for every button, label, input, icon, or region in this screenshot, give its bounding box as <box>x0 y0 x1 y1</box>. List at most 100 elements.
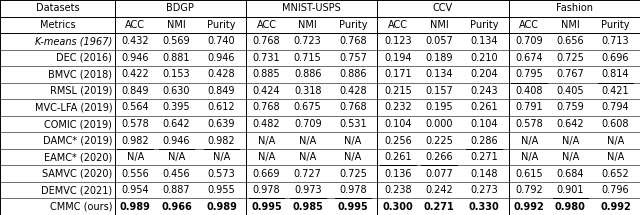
Text: 0.886: 0.886 <box>294 69 321 79</box>
Text: CMMC (ours): CMMC (ours) <box>50 202 113 212</box>
Text: 0.757: 0.757 <box>339 53 367 63</box>
Text: N/A: N/A <box>258 136 275 146</box>
Text: NMI: NMI <box>167 20 186 30</box>
Text: N/A: N/A <box>607 136 624 146</box>
Text: 0.989: 0.989 <box>120 202 150 212</box>
Text: 0.171: 0.171 <box>384 69 412 79</box>
Text: N/A: N/A <box>127 152 144 162</box>
Text: 0.000: 0.000 <box>426 119 453 129</box>
Text: N/A: N/A <box>607 152 624 162</box>
Text: 0.946: 0.946 <box>208 53 236 63</box>
Text: 0.578: 0.578 <box>515 119 543 129</box>
Text: 0.727: 0.727 <box>294 169 322 179</box>
Text: 0.881: 0.881 <box>163 53 190 63</box>
Text: 0.232: 0.232 <box>384 103 412 112</box>
Text: 0.194: 0.194 <box>384 53 412 63</box>
Text: 0.759: 0.759 <box>557 103 584 112</box>
Text: 0.946: 0.946 <box>163 136 190 146</box>
Text: 0.189: 0.189 <box>426 53 453 63</box>
Text: 0.261: 0.261 <box>384 152 412 162</box>
Text: Purity: Purity <box>601 20 630 30</box>
Text: COMIC (2019): COMIC (2019) <box>44 119 113 129</box>
Text: 0.669: 0.669 <box>253 169 280 179</box>
Text: SAMVC (2020): SAMVC (2020) <box>42 169 113 179</box>
Text: ACC: ACC <box>125 20 145 30</box>
Text: 0.642: 0.642 <box>557 119 584 129</box>
Text: 0.768: 0.768 <box>339 103 367 112</box>
Text: Purity: Purity <box>470 20 499 30</box>
Text: 0.696: 0.696 <box>602 53 629 63</box>
Text: 0.684: 0.684 <box>557 169 584 179</box>
Text: 0.210: 0.210 <box>470 53 498 63</box>
Text: 0.995: 0.995 <box>337 202 368 212</box>
Text: 0.123: 0.123 <box>384 36 412 46</box>
Text: 0.656: 0.656 <box>557 36 584 46</box>
Text: 0.966: 0.966 <box>161 202 192 212</box>
Text: 0.978: 0.978 <box>339 185 367 195</box>
Text: 0.134: 0.134 <box>470 36 498 46</box>
Text: 0.639: 0.639 <box>208 119 236 129</box>
Text: 0.077: 0.077 <box>425 169 453 179</box>
Text: 0.564: 0.564 <box>122 103 149 112</box>
Text: 0.985: 0.985 <box>292 202 323 212</box>
Text: 0.271: 0.271 <box>424 202 454 212</box>
Text: 0.153: 0.153 <box>163 69 190 79</box>
Text: 0.768: 0.768 <box>253 36 280 46</box>
Text: RMSL (2019): RMSL (2019) <box>50 86 113 96</box>
Text: NMI: NMI <box>429 20 449 30</box>
Text: 0.330: 0.330 <box>468 202 500 212</box>
Text: 0.768: 0.768 <box>253 103 280 112</box>
Text: 0.989: 0.989 <box>206 202 237 212</box>
Text: 0.615: 0.615 <box>515 169 543 179</box>
Text: 0.195: 0.195 <box>425 103 453 112</box>
Text: 0.286: 0.286 <box>470 136 498 146</box>
Text: 0.482: 0.482 <box>253 119 280 129</box>
Text: 0.795: 0.795 <box>515 69 543 79</box>
Text: Purity: Purity <box>339 20 367 30</box>
Text: Datasets: Datasets <box>36 3 79 13</box>
Text: EAMC* (2020): EAMC* (2020) <box>44 152 113 162</box>
Text: 0.104: 0.104 <box>470 119 498 129</box>
Text: 0.674: 0.674 <box>515 53 543 63</box>
Text: 0.978: 0.978 <box>253 185 280 195</box>
Text: 0.148: 0.148 <box>470 169 498 179</box>
Text: 0.456: 0.456 <box>163 169 190 179</box>
Text: 0.578: 0.578 <box>122 119 149 129</box>
Text: N/A: N/A <box>299 136 316 146</box>
Text: 0.242: 0.242 <box>425 185 453 195</box>
Text: 0.973: 0.973 <box>294 185 321 195</box>
Text: 0.408: 0.408 <box>515 86 543 96</box>
Text: 0.791: 0.791 <box>515 103 543 112</box>
Text: 0.157: 0.157 <box>425 86 453 96</box>
Text: 0.225: 0.225 <box>425 136 453 146</box>
Text: 0.422: 0.422 <box>122 69 149 79</box>
Text: MNIST-USPS: MNIST-USPS <box>282 3 341 13</box>
Text: 0.243: 0.243 <box>470 86 498 96</box>
Text: 0.428: 0.428 <box>339 86 367 96</box>
Text: 0.982: 0.982 <box>208 136 236 146</box>
Text: Metrics: Metrics <box>40 20 75 30</box>
Text: N/A: N/A <box>520 152 538 162</box>
Text: 0.057: 0.057 <box>425 36 453 46</box>
Text: 0.318: 0.318 <box>294 86 321 96</box>
Text: 0.814: 0.814 <box>602 69 629 79</box>
Text: 0.204: 0.204 <box>470 69 498 79</box>
Text: 0.794: 0.794 <box>602 103 629 112</box>
Text: 0.709: 0.709 <box>294 119 321 129</box>
Text: 0.256: 0.256 <box>384 136 412 146</box>
Text: 0.569: 0.569 <box>163 36 190 46</box>
Text: 0.424: 0.424 <box>253 86 280 96</box>
Text: 0.271: 0.271 <box>470 152 498 162</box>
Text: 0.709: 0.709 <box>515 36 543 46</box>
Text: 0.849: 0.849 <box>122 86 149 96</box>
Text: DEC (2016): DEC (2016) <box>56 53 113 63</box>
Text: 0.136: 0.136 <box>384 169 412 179</box>
Text: N/A: N/A <box>562 152 579 162</box>
Text: DEMVC (2021): DEMVC (2021) <box>41 185 113 195</box>
Text: K-means (1967): K-means (1967) <box>35 36 113 46</box>
Text: BDGP: BDGP <box>166 3 195 13</box>
Text: 0.796: 0.796 <box>602 185 629 195</box>
Text: 0.421: 0.421 <box>602 86 629 96</box>
Text: 0.980: 0.980 <box>555 202 586 212</box>
Text: 0.630: 0.630 <box>163 86 190 96</box>
